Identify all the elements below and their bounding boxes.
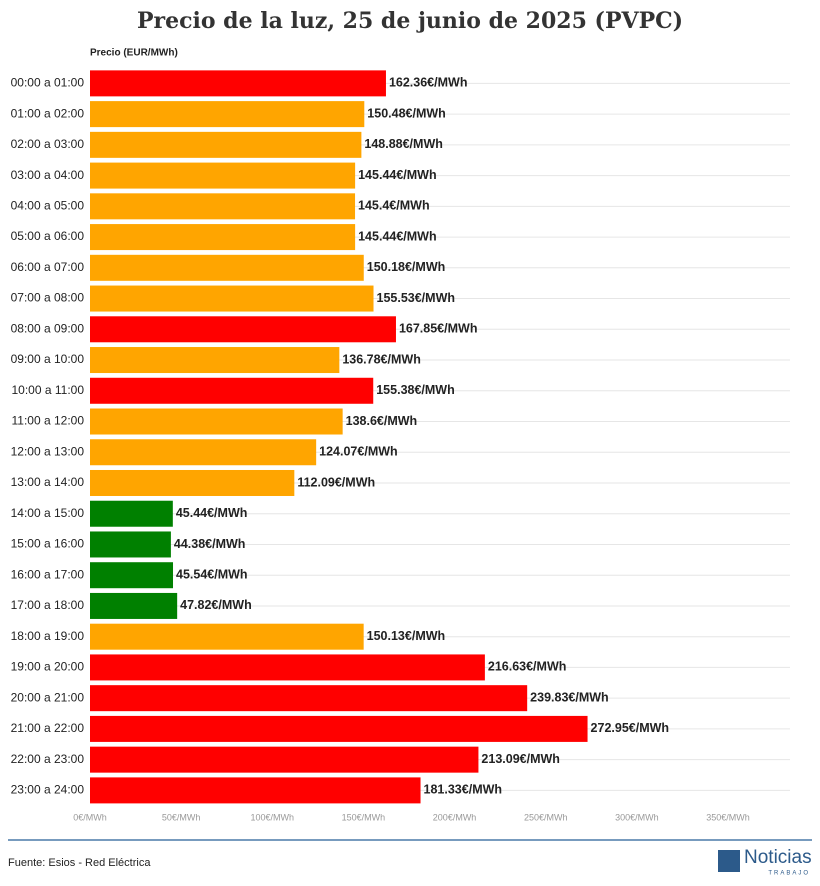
value-label: 148.88€/MWh [364, 137, 443, 151]
bar [90, 224, 356, 251]
y-tick-label: 23:00 a 24:00 [11, 783, 85, 797]
bar [90, 347, 340, 374]
axis-title: Precio (EUR/MWh) [90, 48, 178, 59]
bar [90, 254, 364, 281]
bar [90, 715, 588, 742]
value-label: 124.07€/MWh [319, 445, 398, 459]
y-tick-label: 12:00 a 13:00 [11, 444, 85, 458]
bar [90, 685, 528, 712]
y-tick-label: 05:00 a 06:00 [11, 229, 85, 243]
value-label: 216.63€/MWh [488, 660, 567, 674]
x-tick-label: 350€/MWh [706, 812, 750, 822]
bar [90, 500, 173, 527]
value-label: 47.82€/MWh [180, 598, 252, 612]
bar [90, 285, 374, 312]
value-label: 272.95€/MWh [591, 721, 670, 735]
value-label: 213.09€/MWh [481, 752, 560, 766]
x-tick-label: 200€/MWh [433, 812, 477, 822]
value-label: 136.78€/MWh [342, 352, 421, 366]
x-tick-label: 50€/MWh [162, 812, 201, 822]
bar [90, 654, 485, 681]
y-tick-label: 06:00 a 07:00 [11, 260, 85, 274]
y-tick-label: 03:00 a 04:00 [11, 168, 85, 182]
value-label: 155.53€/MWh [377, 291, 456, 305]
y-tick-label: 18:00 a 19:00 [11, 629, 85, 643]
y-tick-label: 16:00 a 17:00 [11, 567, 85, 581]
bar [90, 469, 295, 496]
y-tick-label: 11:00 a 12:00 [11, 414, 84, 428]
value-label: 239.83€/MWh [530, 690, 609, 704]
y-tick-label: 09:00 a 10:00 [11, 352, 85, 366]
bar [90, 162, 356, 189]
value-label: 44.38€/MWh [174, 537, 246, 551]
y-tick-label: 10:00 a 11:00 [11, 383, 84, 397]
value-label: 45.54€/MWh [176, 568, 248, 582]
y-tick-label: 17:00 a 18:00 [11, 598, 85, 612]
chart-title: Precio de la luz, 25 de junio de 2025 (P… [137, 8, 683, 34]
bar [90, 746, 479, 773]
y-tick-label: 13:00 a 14:00 [11, 475, 85, 489]
bar [90, 777, 421, 804]
value-label: 167.85€/MWh [399, 322, 478, 336]
value-label: 162.36€/MWh [389, 76, 468, 90]
bar [90, 101, 365, 128]
y-tick-label: 15:00 a 16:00 [11, 537, 85, 551]
bar [90, 193, 356, 220]
bar [90, 623, 364, 650]
x-tick-label: 0€/MWh [73, 812, 107, 822]
value-label: 181.33€/MWh [424, 783, 503, 797]
y-tick-label: 07:00 a 08:00 [11, 291, 85, 305]
bar [90, 408, 343, 435]
y-tick-label: 14:00 a 15:00 [11, 506, 85, 520]
bar [90, 531, 171, 558]
value-label: 150.48€/MWh [367, 106, 446, 120]
bar [90, 439, 317, 466]
logo-text: Noticias [744, 847, 812, 868]
y-tick-label: 22:00 a 23:00 [11, 752, 85, 766]
y-tick-label: 01:00 a 02:00 [11, 106, 85, 120]
value-label: 145.44€/MWh [358, 168, 437, 182]
x-tick-label: 150€/MWh [342, 812, 386, 822]
bar [90, 377, 374, 404]
source: Fuente: Esios - Red Eléctrica [8, 857, 151, 869]
bar [90, 131, 362, 158]
value-label: 150.18€/MWh [367, 260, 446, 274]
y-tick-label: 08:00 a 09:00 [11, 321, 85, 335]
bar [90, 316, 396, 343]
value-label: 138.6€/MWh [346, 414, 418, 428]
value-label: 150.13€/MWh [367, 629, 446, 643]
bar [90, 562, 174, 589]
y-tick-label: 19:00 a 20:00 [11, 660, 85, 674]
y-tick-label: 21:00 a 22:00 [11, 721, 85, 735]
x-tick-label: 100€/MWh [251, 812, 295, 822]
bar [90, 70, 386, 97]
y-tick-label: 20:00 a 21:00 [11, 690, 85, 704]
value-label: 145.4€/MWh [358, 199, 430, 213]
bar [90, 592, 178, 619]
value-label: 155.38€/MWh [376, 383, 455, 397]
value-label: 145.44€/MWh [358, 229, 437, 243]
value-label: 112.09€/MWh [297, 475, 375, 489]
y-tick-label: 04:00 a 05:00 [11, 199, 85, 213]
x-tick-label: 300€/MWh [615, 812, 659, 822]
logo-mark [718, 850, 740, 872]
value-label: 45.44€/MWh [176, 506, 248, 520]
logo-subtext: TRABAJO [768, 871, 810, 877]
y-tick-label: 02:00 a 03:00 [11, 137, 85, 151]
y-tick-label: 00:00 a 01:00 [11, 76, 85, 90]
x-tick-label: 250€/MWh [524, 812, 568, 822]
